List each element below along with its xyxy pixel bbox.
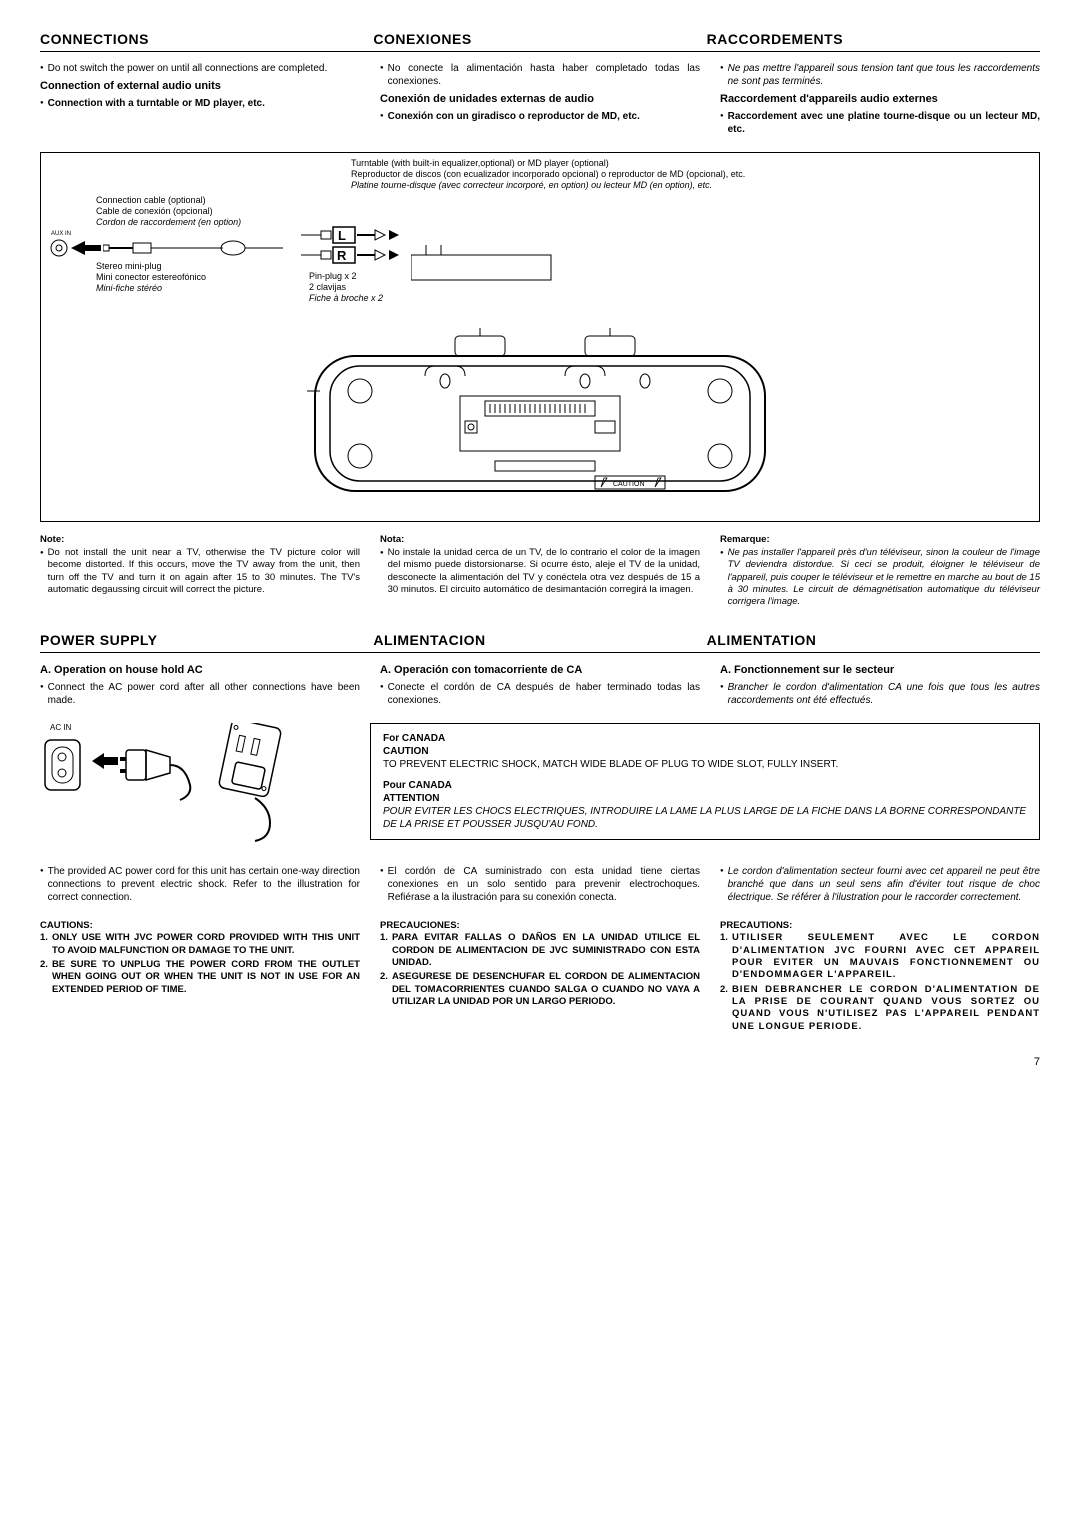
pin-es: 2 clavijas bbox=[309, 282, 346, 292]
cautions-row: CAUTIONS: 1.ONLY USE WITH JVC POWER CORD… bbox=[40, 920, 1040, 1035]
subbullet-es: Conexión con un giradisco o reproductor … bbox=[388, 110, 640, 123]
section-header-power: POWER SUPPLY ALIMENTACION ALIMENTATION bbox=[40, 631, 1040, 653]
note-head-fr: Remarque: bbox=[720, 534, 1040, 546]
cautions-en-2: BE SURE TO UNPLUG THE POWER CORD FROM TH… bbox=[52, 959, 360, 996]
connection-diagram: Turntable (with built-in equalizer,optio… bbox=[40, 152, 1040, 522]
heading-power-fr: ALIMENTATION bbox=[707, 631, 1040, 649]
heading-connections-es: CONEXIONES bbox=[373, 30, 706, 48]
subbullet-en: Connection with a turntable or MD player… bbox=[48, 97, 265, 110]
canada-body-fr: POUR EVITER LES CHOCS ELECTRIQUES, INTRO… bbox=[383, 805, 1027, 831]
plug-icon bbox=[120, 735, 200, 805]
l-label: L bbox=[338, 228, 346, 243]
plug-en: Stereo mini-plug bbox=[96, 261, 162, 271]
cord-en: The provided AC power cord for this unit… bbox=[48, 865, 360, 904]
cautions-en-1: ONLY USE WITH JVC POWER CORD PROVIDED WI… bbox=[52, 932, 360, 957]
cautions-fr-2: BIEN DEBRANCHER LE CORDON D'ALIMENTATION… bbox=[732, 984, 1040, 1033]
note-body-es: No instale la unidad cerca de un TV, de … bbox=[388, 547, 700, 596]
cautions-es-2: ASEGURESE DE DESENCHUFAR EL CORDON DE AL… bbox=[392, 971, 700, 1008]
cable-drawing bbox=[103, 238, 303, 258]
plug-fr: Mini-fiche stéréo bbox=[96, 283, 162, 293]
subhead-fr: Raccordement d'appareils audio externes bbox=[720, 92, 1040, 106]
intro-es: No conecte la alimentación hasta haber c… bbox=[388, 62, 700, 88]
canada-head-fr: Pour CANADA bbox=[383, 779, 1027, 792]
power-bullet-fr: Brancher le cordon d'alimentation CA une… bbox=[728, 681, 1040, 707]
turntable-en: Turntable (with built-in equalizer,optio… bbox=[351, 158, 609, 168]
pin-en: Pin-plug x 2 bbox=[309, 271, 357, 281]
caution-label: CAUTION bbox=[613, 481, 645, 488]
section-header-connections: CONNECTIONS CONEXIONES RACCORDEMENTS bbox=[40, 30, 1040, 52]
note-head-en: Note: bbox=[40, 534, 360, 546]
canada-body-en: TO PREVENT ELECTRIC SHOCK, MATCH WIDE BL… bbox=[383, 758, 1027, 771]
cautions-head-es: PRECAUCIONES: bbox=[380, 920, 700, 932]
note-head-es: Nota: bbox=[380, 534, 700, 546]
note-body-fr: Ne pas installer l'appareil près d'un té… bbox=[728, 547, 1040, 609]
cautions-es-1: PARA EVITAR FALLAS O DAÑOS EN LA UNIDAD … bbox=[392, 932, 700, 969]
cord-es: El cordón de CA suministrado con esta un… bbox=[388, 865, 700, 904]
turntable-es: Reproductor de discos (con ecualizador i… bbox=[351, 169, 745, 179]
power-intro-row: A. Operation on house hold AC Connect th… bbox=[40, 663, 1040, 711]
power-sub-fr: A. Fonctionnement sur le secteur bbox=[720, 663, 1040, 677]
cable-en: Connection cable (optional) bbox=[96, 195, 206, 205]
cable-es: Cable de conexión (opcional) bbox=[96, 206, 213, 216]
subbullet-fr: Raccordement avec une platine tourne-dis… bbox=[728, 110, 1040, 136]
outlet-icon bbox=[215, 723, 325, 853]
note-body-en: Do not install the unit near a TV, other… bbox=[48, 547, 360, 596]
intro-en: Do not switch the power on until all con… bbox=[48, 62, 328, 75]
heading-power-en: POWER SUPPLY bbox=[40, 631, 373, 649]
boombox-icon: CAUTION bbox=[305, 326, 775, 506]
plug-es: Mini conector estereofónico bbox=[96, 272, 206, 282]
intro-row: Do not switch the power on until all con… bbox=[40, 62, 1040, 140]
canada-caution-box: For CANADA CAUTION TO PREVENT ELECTRIC S… bbox=[370, 723, 1040, 840]
arrow-icon bbox=[92, 753, 118, 769]
intro-fr: Ne pas mettre l'appareil sous tension ta… bbox=[728, 62, 1040, 88]
heading-connections-fr: RACCORDEMENTS bbox=[707, 30, 1040, 48]
cautions-fr-1: UTILISER SEULEMENT AVEC LE CORDON D'ALIM… bbox=[732, 932, 1040, 981]
heading-connections-en: CONNECTIONS bbox=[40, 30, 373, 48]
pin-fr: Fiche à broche x 2 bbox=[309, 293, 383, 303]
notes-row: Note: Do not install the unit near a TV,… bbox=[40, 534, 1040, 612]
acin-label: AC IN bbox=[50, 723, 71, 733]
subhead-en: Connection of external audio units bbox=[40, 79, 360, 93]
power-bullet-en: Connect the AC power cord after all othe… bbox=[48, 681, 360, 707]
turntable-box-icon bbox=[411, 215, 561, 285]
ac-socket-icon bbox=[40, 735, 90, 795]
cable-fr: Cordon de raccordement (en option) bbox=[96, 217, 241, 227]
heading-power-es: ALIMENTACION bbox=[373, 631, 706, 649]
turntable-fr: Platine tourne-disque (avec correcteur i… bbox=[351, 180, 712, 190]
aux-jack-icon bbox=[49, 238, 69, 258]
cautions-head-en: CAUTIONS: bbox=[40, 920, 360, 932]
power-bullet-es: Conecte el cordón de CA después de haber… bbox=[388, 681, 700, 707]
canada-caution-en: CAUTION bbox=[383, 745, 1027, 758]
power-sub-en: A. Operation on house hold AC bbox=[40, 663, 360, 677]
subhead-es: Conexión de unidades externas de audio bbox=[380, 92, 700, 106]
plug-diagram-row: AC IN bbox=[40, 723, 1040, 853]
aux-label: AUX IN bbox=[51, 231, 71, 237]
canada-caution-fr: ATTENTION bbox=[383, 792, 1027, 805]
cautions-head-fr: PRECAUTIONS: bbox=[720, 920, 1040, 932]
power-sub-es: A. Operación con tomacorriente de CA bbox=[380, 663, 700, 677]
cord-fr: Le cordon d'alimentation secteur fourni … bbox=[728, 865, 1040, 904]
r-label: R bbox=[337, 248, 347, 263]
canada-head-en: For CANADA bbox=[383, 732, 1027, 745]
page-number: 7 bbox=[40, 1055, 1040, 1069]
lr-plugs-icon: L R bbox=[301, 225, 411, 265]
cord-row: The provided AC power cord for this unit… bbox=[40, 865, 1040, 908]
arrow-left-icon bbox=[71, 241, 101, 255]
